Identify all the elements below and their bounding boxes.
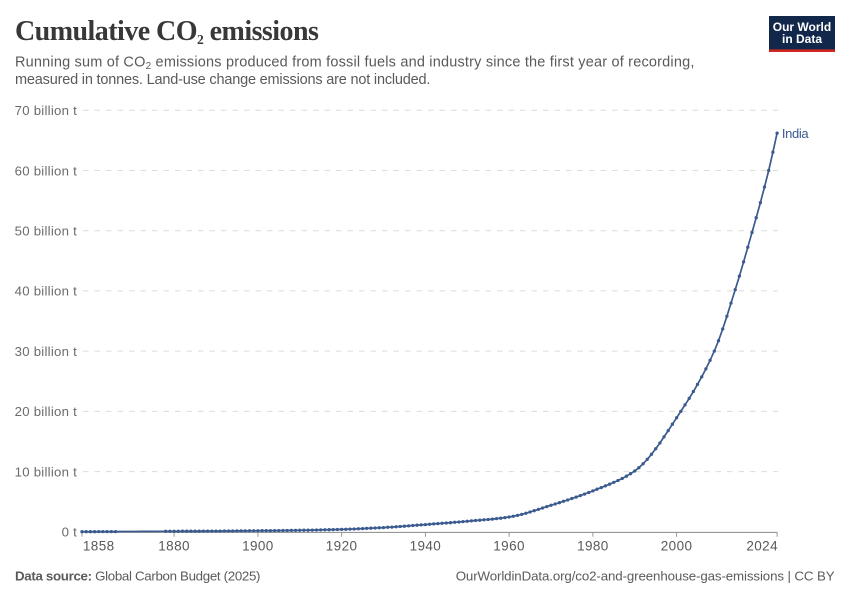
svg-text:2024: 2024 (746, 538, 778, 553)
svg-text:1920: 1920 (326, 538, 358, 553)
svg-text:1900: 1900 (242, 538, 274, 553)
svg-text:40 billion t: 40 billion t (15, 284, 77, 299)
svg-text:1980: 1980 (577, 538, 609, 553)
svg-text:1960: 1960 (493, 538, 525, 553)
svg-text:50 billion t: 50 billion t (15, 224, 77, 239)
svg-text:1858: 1858 (83, 538, 115, 553)
svg-text:India: India (782, 126, 809, 141)
svg-text:30 billion t: 30 billion t (15, 344, 77, 359)
svg-text:Running sum of CO2 emissions p: Running sum of CO2 emissions produced fr… (15, 54, 695, 72)
svg-text:70 billion t: 70 billion t (15, 103, 77, 118)
svg-text:10 billion t: 10 billion t (15, 464, 77, 479)
svg-text:60 billion t: 60 billion t (15, 163, 77, 178)
svg-text:Our World: Our World (773, 20, 831, 34)
svg-text:OurWorldinData.org/co2-and-gre: OurWorldinData.org/co2-and-greenhouse-ga… (456, 569, 835, 584)
svg-text:1940: 1940 (410, 538, 442, 553)
svg-text:Cumulative CO2 emissions: Cumulative CO2 emissions (15, 16, 319, 47)
svg-text:20 billion t: 20 billion t (15, 404, 77, 419)
svg-text:measured in tonnes. Land-use c: measured in tonnes. Land-use change emis… (15, 72, 430, 88)
svg-text:Data source: Global Carbon Bud: Data source: Global Carbon Budget (2025) (15, 569, 260, 584)
svg-text:2000: 2000 (661, 538, 693, 553)
svg-text:in Data: in Data (782, 32, 822, 46)
svg-text:0 t: 0 t (62, 524, 77, 539)
svg-text:1880: 1880 (158, 538, 190, 553)
